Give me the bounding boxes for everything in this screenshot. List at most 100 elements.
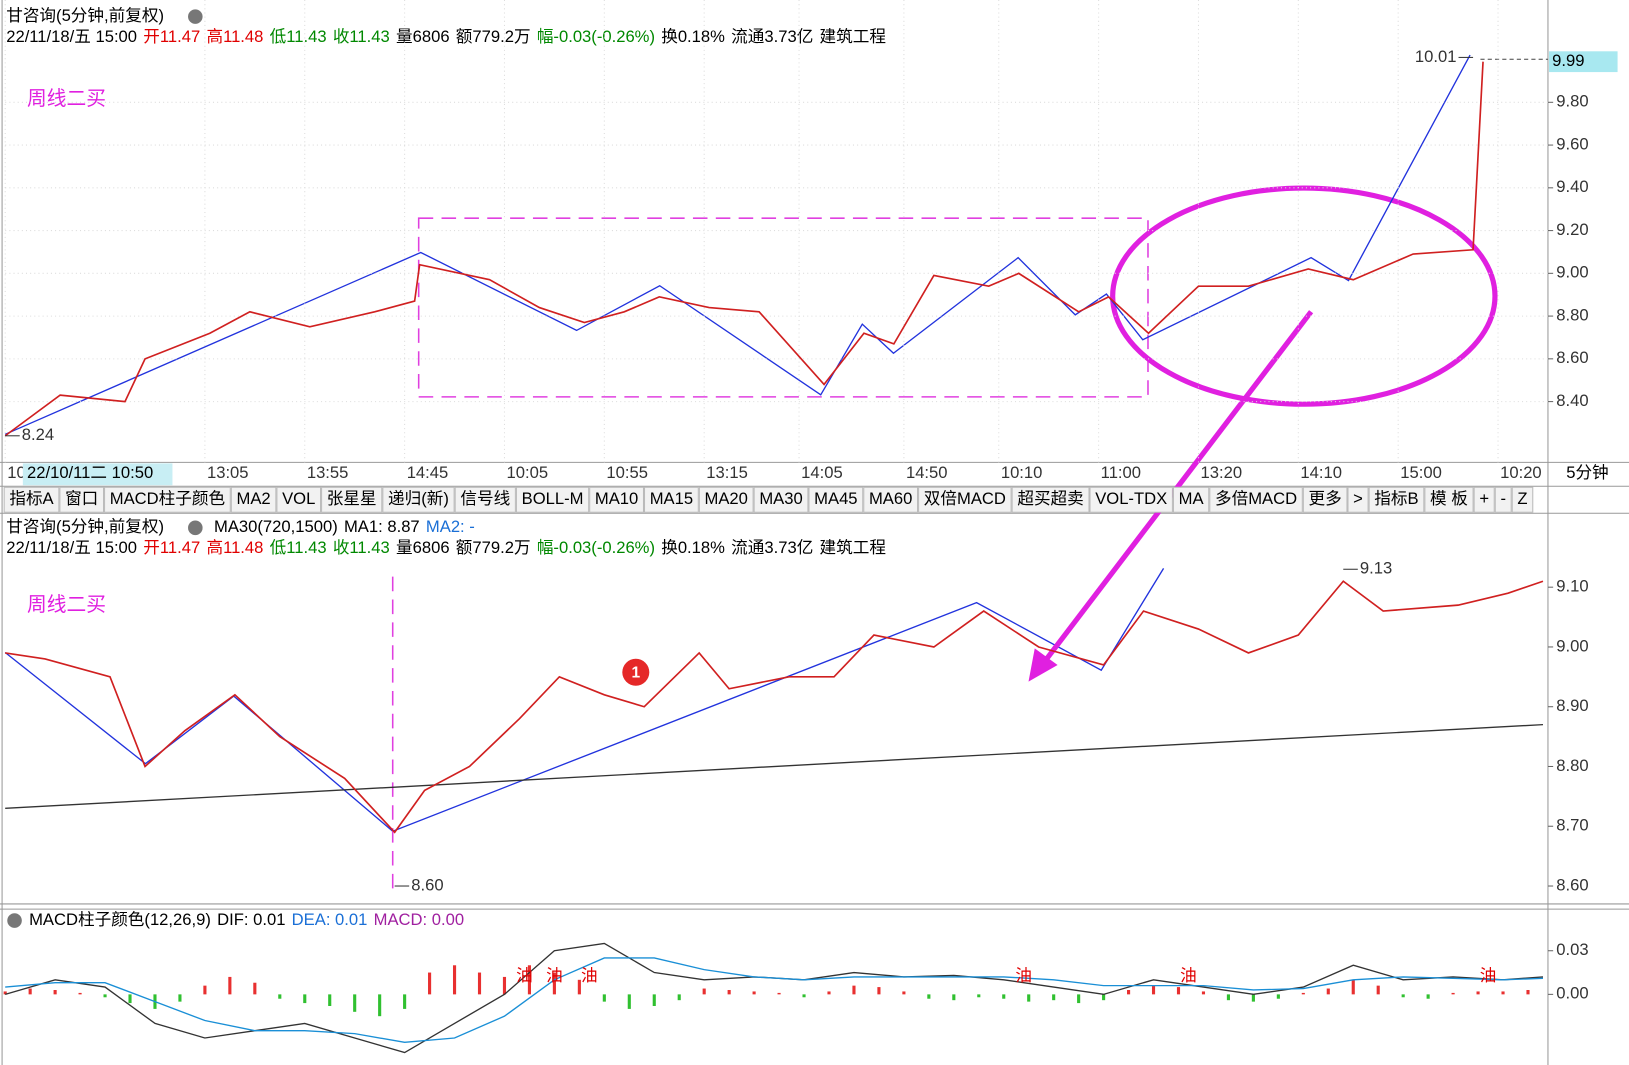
toolbar-button-label[interactable]: >: [1353, 489, 1363, 508]
menu-icon[interactable]: [188, 520, 203, 536]
toolbar-button[interactable]: [863, 486, 919, 513]
toolbar-button-label[interactable]: MA20: [705, 489, 748, 508]
y-tick-label: 8.40: [1556, 391, 1588, 410]
y-tick-label: 9.10: [1556, 577, 1588, 596]
toolbar-button-label[interactable]: +: [1479, 489, 1489, 508]
toolbar-button[interactable]: [230, 486, 277, 513]
macd-bar: [752, 991, 756, 995]
macd-bar: [902, 991, 906, 995]
toolbar-button-label[interactable]: VOL-TDX: [1095, 489, 1167, 508]
macd-bar: [1501, 991, 1505, 995]
toolbar-button-label[interactable]: 信号线: [460, 489, 510, 508]
toolbar-button[interactable]: [1089, 486, 1173, 513]
toolbar-button-label[interactable]: MA10: [595, 489, 638, 508]
macd-bar: [403, 994, 407, 1009]
box-annotation: [417, 217, 1149, 398]
info-item: 流通3.73亿: [731, 27, 813, 46]
toolbar-button-label[interactable]: MA2: [237, 489, 271, 508]
toolbar-button-label[interactable]: 窗口: [65, 489, 98, 508]
info-item: DEA: 0.01: [292, 910, 368, 929]
y-tick-label: 9.80: [1556, 92, 1588, 111]
toolbar-button-label[interactable]: 超买超卖: [1017, 489, 1083, 508]
toolbar-button[interactable]: [321, 486, 383, 513]
toolbar-button-label[interactable]: 模 板: [1430, 489, 1468, 508]
toolbar-button-label[interactable]: VOL: [282, 489, 315, 508]
macd-bar: [1151, 985, 1156, 995]
macd-bar: [178, 994, 182, 1002]
toolbar-button[interactable]: [59, 486, 105, 513]
toolbar-button[interactable]: [1424, 486, 1474, 513]
toolbar-button[interactable]: [753, 486, 809, 513]
macd-bar: [1451, 992, 1455, 995]
menu-icon[interactable]: [188, 9, 203, 24]
toolbar-button[interactable]: [104, 486, 231, 513]
stock-title: 甘咨询(5分钟,前复权): [6, 517, 164, 536]
toolbar-button[interactable]: [276, 486, 322, 513]
info-item: 换0.18%: [661, 538, 725, 557]
toolbar-button-label[interactable]: 多倍MACD: [1215, 489, 1297, 508]
toolbar-button-label[interactable]: Z: [1517, 489, 1527, 508]
x-tick-label: 10:20: [1500, 463, 1542, 482]
macd-bar: [1002, 994, 1006, 999]
macd-bar: [28, 988, 32, 995]
macd-bar: [802, 994, 806, 998]
toolbar-button[interactable]: [382, 486, 455, 513]
toolbar-button[interactable]: [1368, 486, 1425, 513]
signal-text: 油: [546, 966, 563, 985]
macd-bar: [378, 994, 382, 1017]
toolbar-button[interactable]: [918, 486, 1012, 513]
info-item: 高11.48: [206, 27, 263, 46]
toolbar-button[interactable]: [1172, 486, 1210, 513]
badge: [622, 658, 650, 686]
toolbar-button-label[interactable]: BOLL-M: [522, 489, 584, 508]
toolbar-button-label[interactable]: MA45: [814, 489, 857, 508]
toolbar-button-label[interactable]: 递归(新): [388, 489, 449, 508]
toolbar-button[interactable]: [698, 486, 754, 513]
toolbar-button-label[interactable]: 指标A: [9, 489, 54, 508]
info-item: MA30(720,1500): [214, 517, 338, 536]
toolbar-button-label[interactable]: MA: [1179, 489, 1205, 508]
toolbar-button[interactable]: [454, 486, 516, 513]
toolbar-button-label[interactable]: 双倍MACD: [924, 489, 1006, 508]
macd-bar: [502, 976, 507, 995]
dea-line: [5, 957, 1544, 1044]
y-tick-label: 8.60: [1556, 875, 1588, 894]
cursor-label-box: [22, 463, 173, 486]
toolbar-button-label[interactable]: MA30: [759, 489, 802, 508]
toolbar-button-label[interactable]: 指标B: [1374, 489, 1418, 508]
toolbar-button[interactable]: [1494, 486, 1512, 513]
price-line: [4, 61, 1484, 437]
toolbar-button[interactable]: [1511, 486, 1534, 513]
price-label: 8.60: [411, 875, 443, 894]
toolbar-button-label[interactable]: MACD柱子颜色: [110, 489, 225, 508]
macd-bar: [1301, 992, 1305, 995]
toolbar-button-label[interactable]: 更多: [1309, 489, 1342, 508]
toolbar-button[interactable]: [589, 486, 644, 513]
toolbar-button-label[interactable]: MA60: [869, 489, 912, 508]
toolbar-button[interactable]: [1209, 486, 1303, 513]
toolbar-button-label[interactable]: MA15: [650, 489, 693, 508]
toolbar-button[interactable]: [643, 486, 699, 513]
toolbar-button[interactable]: [808, 486, 864, 513]
x-tick-label: 14:05: [801, 463, 843, 482]
macd-bar: [552, 972, 556, 995]
signal-text: 油: [581, 966, 598, 985]
info-item: 收11.43: [333, 27, 390, 46]
x-tick-label: 10:05: [507, 463, 549, 482]
toolbar-button-label[interactable]: -: [1500, 489, 1506, 508]
toolbar-button[interactable]: [1011, 486, 1090, 513]
macd-bar: [652, 994, 656, 1006]
macd-bar: [777, 992, 781, 995]
toolbar-button[interactable]: [1302, 486, 1348, 513]
last-price-box: [1549, 51, 1618, 73]
y-tick-label: 8.80: [1556, 305, 1588, 324]
toolbar-button[interactable]: [1473, 486, 1495, 513]
toolbar-button-label[interactable]: 张星星: [327, 489, 377, 508]
toolbar-button[interactable]: [1347, 486, 1369, 513]
toolbar-button[interactable]: [515, 486, 590, 513]
macd-bar: [303, 994, 307, 1004]
menu-icon[interactable]: [7, 913, 22, 928]
macd-bar: [1401, 994, 1405, 998]
toolbar-button[interactable]: [3, 486, 60, 513]
